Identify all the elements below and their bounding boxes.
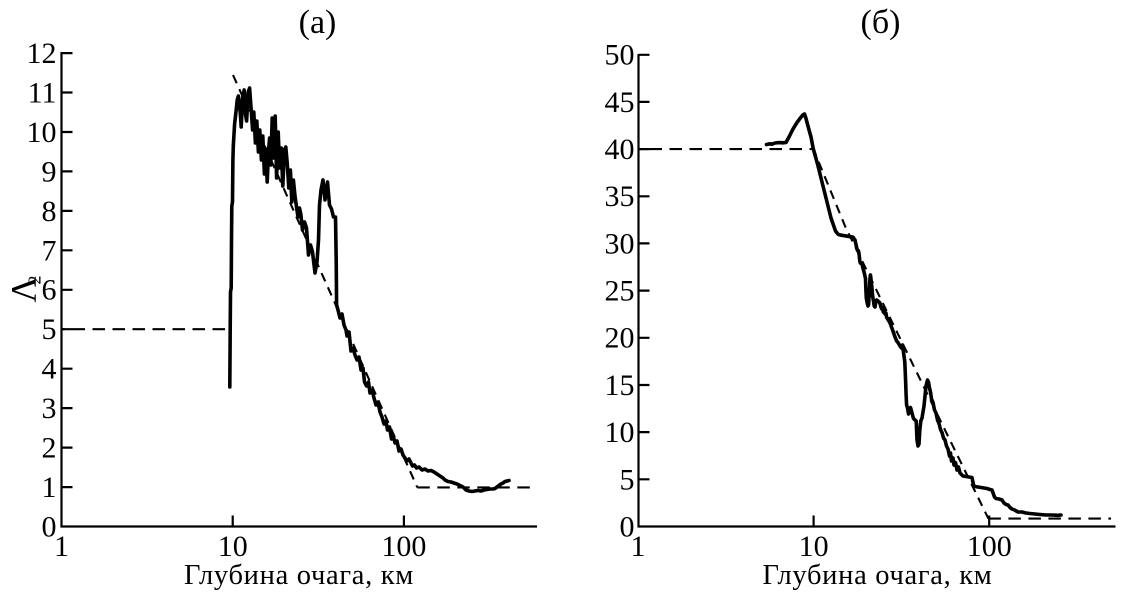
svg-text:Глубина очага, км: Глубина очага, км: [762, 560, 992, 591]
svg-text:50: 50: [605, 39, 635, 72]
svg-text:Λ: Λ: [4, 276, 44, 302]
svg-text:1: 1: [54, 530, 69, 563]
svg-text:10: 10: [605, 416, 635, 449]
svg-text:25: 25: [605, 275, 635, 308]
svg-text:15: 15: [605, 369, 635, 402]
svg-text:35: 35: [605, 180, 635, 213]
svg-text:7: 7: [42, 234, 57, 267]
svg-text:1: 1: [42, 471, 57, 504]
svg-text:0: 0: [42, 511, 57, 544]
svg-text:(а): (а): [299, 4, 337, 41]
svg-text:12: 12: [27, 37, 57, 70]
svg-text:2: 2: [25, 276, 45, 285]
svg-text:0: 0: [620, 511, 635, 544]
svg-text:40: 40: [605, 133, 635, 166]
svg-text:100: 100: [381, 530, 426, 563]
svg-text:45: 45: [605, 86, 635, 119]
svg-text:Глубина очага, км: Глубина очага, км: [184, 560, 414, 591]
svg-text:11: 11: [28, 77, 57, 110]
svg-text:3: 3: [42, 392, 57, 425]
svg-text:10: 10: [799, 530, 829, 563]
svg-text:30: 30: [605, 227, 635, 260]
svg-text:6: 6: [42, 274, 57, 307]
svg-text:8: 8: [42, 195, 57, 228]
svg-text:1: 1: [631, 530, 646, 563]
svg-text:4: 4: [42, 353, 57, 386]
svg-text:10: 10: [218, 530, 248, 563]
svg-text:5: 5: [42, 313, 57, 346]
svg-text:2: 2: [42, 432, 57, 465]
svg-text:100: 100: [967, 530, 1012, 563]
svg-text:9: 9: [42, 155, 57, 188]
svg-text:5: 5: [620, 463, 635, 496]
svg-text:20: 20: [605, 322, 635, 355]
svg-text:10: 10: [27, 116, 57, 149]
svg-text:(б): (б): [861, 4, 901, 41]
